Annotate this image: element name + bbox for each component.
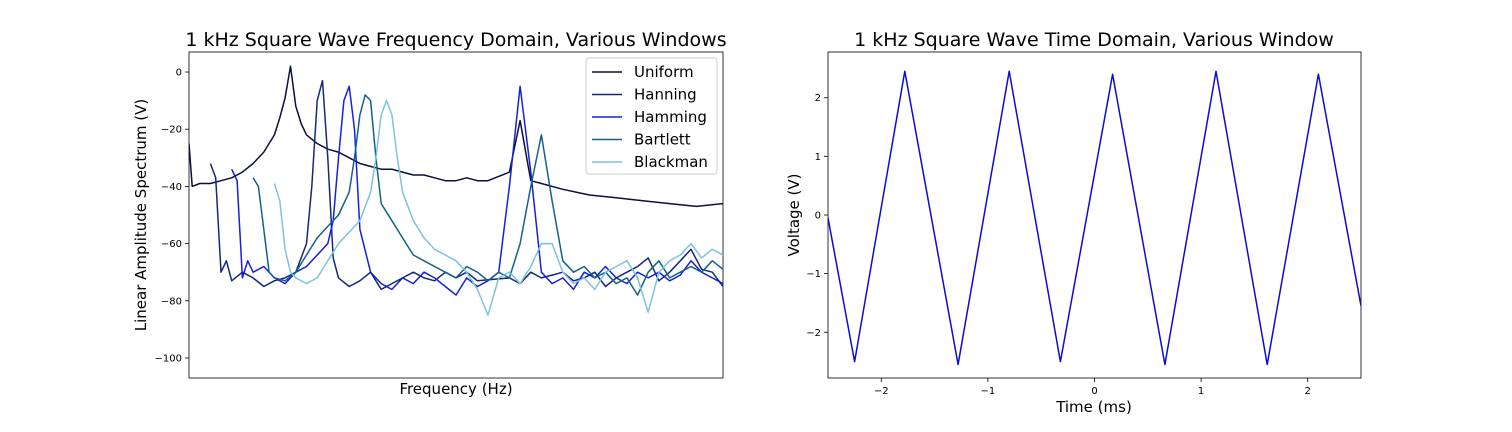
series-line-hamming (231, 85, 723, 296)
y-tick-label: −2 (806, 328, 821, 339)
right-chart: 1 kHz Square Wave Time Domain, Various W… (785, 29, 1362, 416)
legend-label-hamming: Hamming (634, 108, 707, 126)
y-tick-label: 0 (176, 68, 182, 79)
y-tick-label: −20 (161, 125, 182, 136)
legend-label-hanning: Hanning (634, 86, 697, 104)
x-tick-label: 2 (1305, 386, 1311, 397)
y-tick-label: −60 (161, 239, 182, 250)
series-line-bartlett (252, 94, 723, 296)
series-line-blackman (273, 99, 723, 316)
left-series-lines (189, 65, 723, 316)
series-line (828, 70, 1361, 366)
x-tick-label: 1 (1198, 386, 1204, 397)
left-plot-frame (188, 51, 724, 379)
y-tick-label: 0 (815, 211, 821, 222)
y-tick-label: −80 (161, 296, 182, 307)
y-tick-label: −1 (806, 269, 821, 280)
right-series-lines (828, 70, 1361, 366)
left-chart-title: 1 kHz Square Wave Frequency Domain, Vari… (185, 29, 726, 51)
right-y-axis-label: Voltage (V) (785, 174, 803, 257)
x-tick-label: 0 (1091, 386, 1097, 397)
right-x-axis: −2 −1 0 1 2 (874, 378, 1311, 397)
left-chart: 1 kHz Square Wave Frequency Domain, Vari… (132, 29, 727, 398)
series-line-uniform (189, 65, 723, 208)
right-x-axis-label: Time (ms) (1055, 398, 1132, 416)
y-tick-label: 1 (815, 152, 821, 163)
legend-label-blackman: Blackman (634, 153, 708, 171)
legend-box (585, 57, 718, 175)
y-tick-label: 2 (815, 93, 821, 104)
left-y-axis-label: Linear Amplitude Spectrum (V) (132, 99, 150, 331)
right-y-axis: 2 1 0 −1 −2 (806, 93, 828, 339)
x-tick-label: −2 (874, 386, 889, 397)
legend-entries: Uniform Hanning Hamming Bartlett Blackman (592, 63, 708, 171)
x-tick-label: −1 (981, 386, 996, 397)
legend-label-bartlett: Bartlett (634, 131, 691, 149)
y-tick-label: −100 (155, 353, 182, 364)
right-plot-frame (827, 51, 1362, 379)
left-x-axis-label: Frequency (Hz) (399, 380, 512, 398)
y-tick-label: −40 (161, 182, 182, 193)
legend: Uniform Hanning Hamming Bartlett Blackman (585, 57, 718, 175)
legend-label-uniform: Uniform (634, 63, 694, 81)
left-y-axis: 0 −20 −40 −60 −80 −100 (155, 68, 189, 364)
right-chart-title: 1 kHz Square Wave Time Domain, Various W… (854, 29, 1334, 51)
